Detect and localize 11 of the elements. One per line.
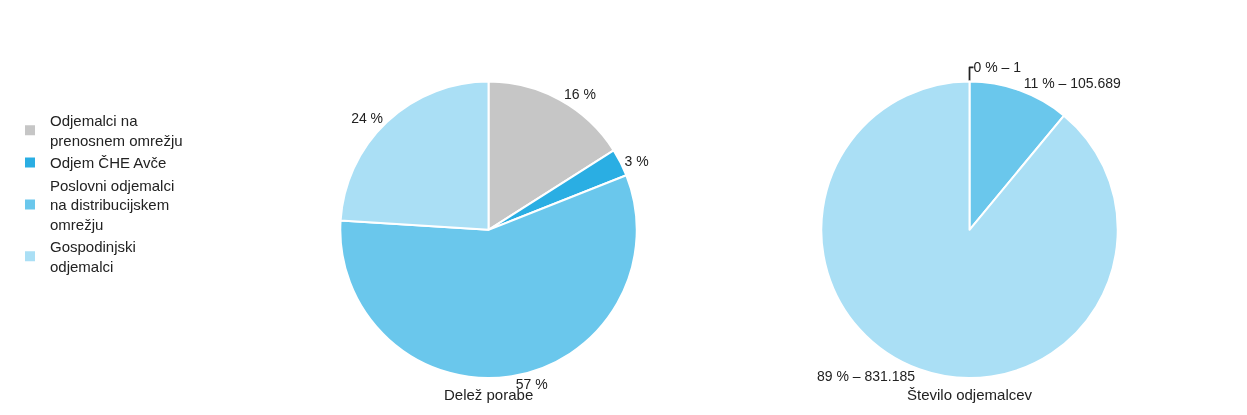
legend-label: Odjem ČHE Avče [50, 154, 167, 172]
data-label: 11 % – 105.689 [1023, 75, 1121, 92]
data-label: 89 % – 831.185 [817, 368, 916, 385]
legend-label: Odjemalci na prenosnem omrežju [50, 112, 183, 149]
text: 0 % – 1 [973, 59, 1021, 76]
data-label: 24 % [351, 109, 384, 126]
text: Število odjemalcev [907, 386, 1033, 403]
legend-label: Poslovni odjemalci na distribucijskem omrežju [50, 176, 175, 233]
data-label: 16 % [563, 85, 596, 102]
data-label: 3 % [624, 152, 649, 169]
legend-label: Gospodinjski odjemalci [50, 238, 136, 275]
